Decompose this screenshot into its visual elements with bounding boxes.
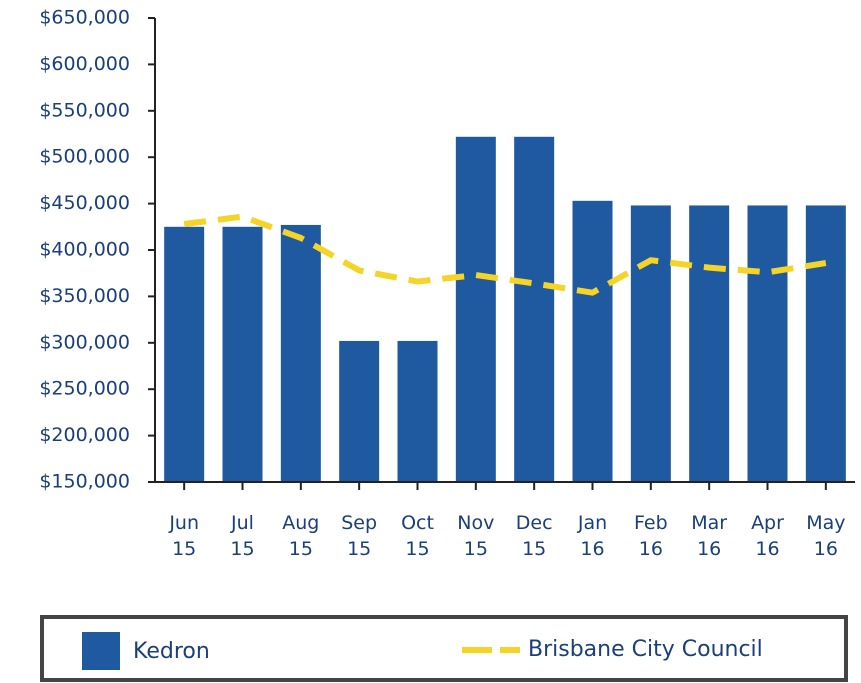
bar <box>572 200 613 483</box>
legend-swatch <box>82 632 120 670</box>
bar <box>514 136 555 482</box>
y-tick-label: $400,000 <box>39 239 130 261</box>
line <box>183 213 827 296</box>
x-tick-label: Feb 16 <box>634 512 668 560</box>
bar <box>280 224 321 482</box>
x-tick-label: Jan 16 <box>577 512 607 560</box>
y-tick-label: $250,000 <box>39 378 130 400</box>
bar <box>397 340 438 482</box>
y-tick-label: $650,000 <box>39 7 130 29</box>
bar <box>339 340 380 482</box>
x-tick-label: Jun 15 <box>168 512 199 560</box>
y-tick-label: $550,000 <box>39 99 130 121</box>
x-tick-label: Sep 15 <box>341 512 377 560</box>
x-tick-label: Apr 16 <box>751 512 784 560</box>
bar <box>455 136 496 482</box>
x-tick-label: Aug 15 <box>282 512 319 560</box>
y-tick-label: $300,000 <box>39 331 130 353</box>
x-tick-label: Jul 15 <box>230 512 255 560</box>
legend-label: Kedron <box>133 639 210 664</box>
bar <box>630 205 671 482</box>
x-tick-label: Oct 15 <box>401 512 434 560</box>
bar <box>164 226 205 482</box>
y-tick-label: $500,000 <box>39 146 130 168</box>
x-tick-label: Mar 16 <box>691 512 727 560</box>
y-tick-label: $200,000 <box>39 424 130 446</box>
bar <box>222 226 263 482</box>
bar <box>747 205 788 482</box>
legend-box <box>40 615 848 682</box>
y-tick-label: $350,000 <box>39 285 130 307</box>
x-tick-label: Nov 15 <box>457 512 494 560</box>
bar <box>689 205 730 482</box>
legend-label: Brisbane City Council <box>528 637 763 662</box>
bar <box>805 205 846 482</box>
y-tick-label: $600,000 <box>39 53 130 75</box>
x-tick-label: Dec 15 <box>516 512 553 560</box>
y-tick-label: $150,000 <box>39 471 130 493</box>
x-tick-label: May 16 <box>806 512 845 560</box>
y-tick-label: $450,000 <box>39 192 130 214</box>
